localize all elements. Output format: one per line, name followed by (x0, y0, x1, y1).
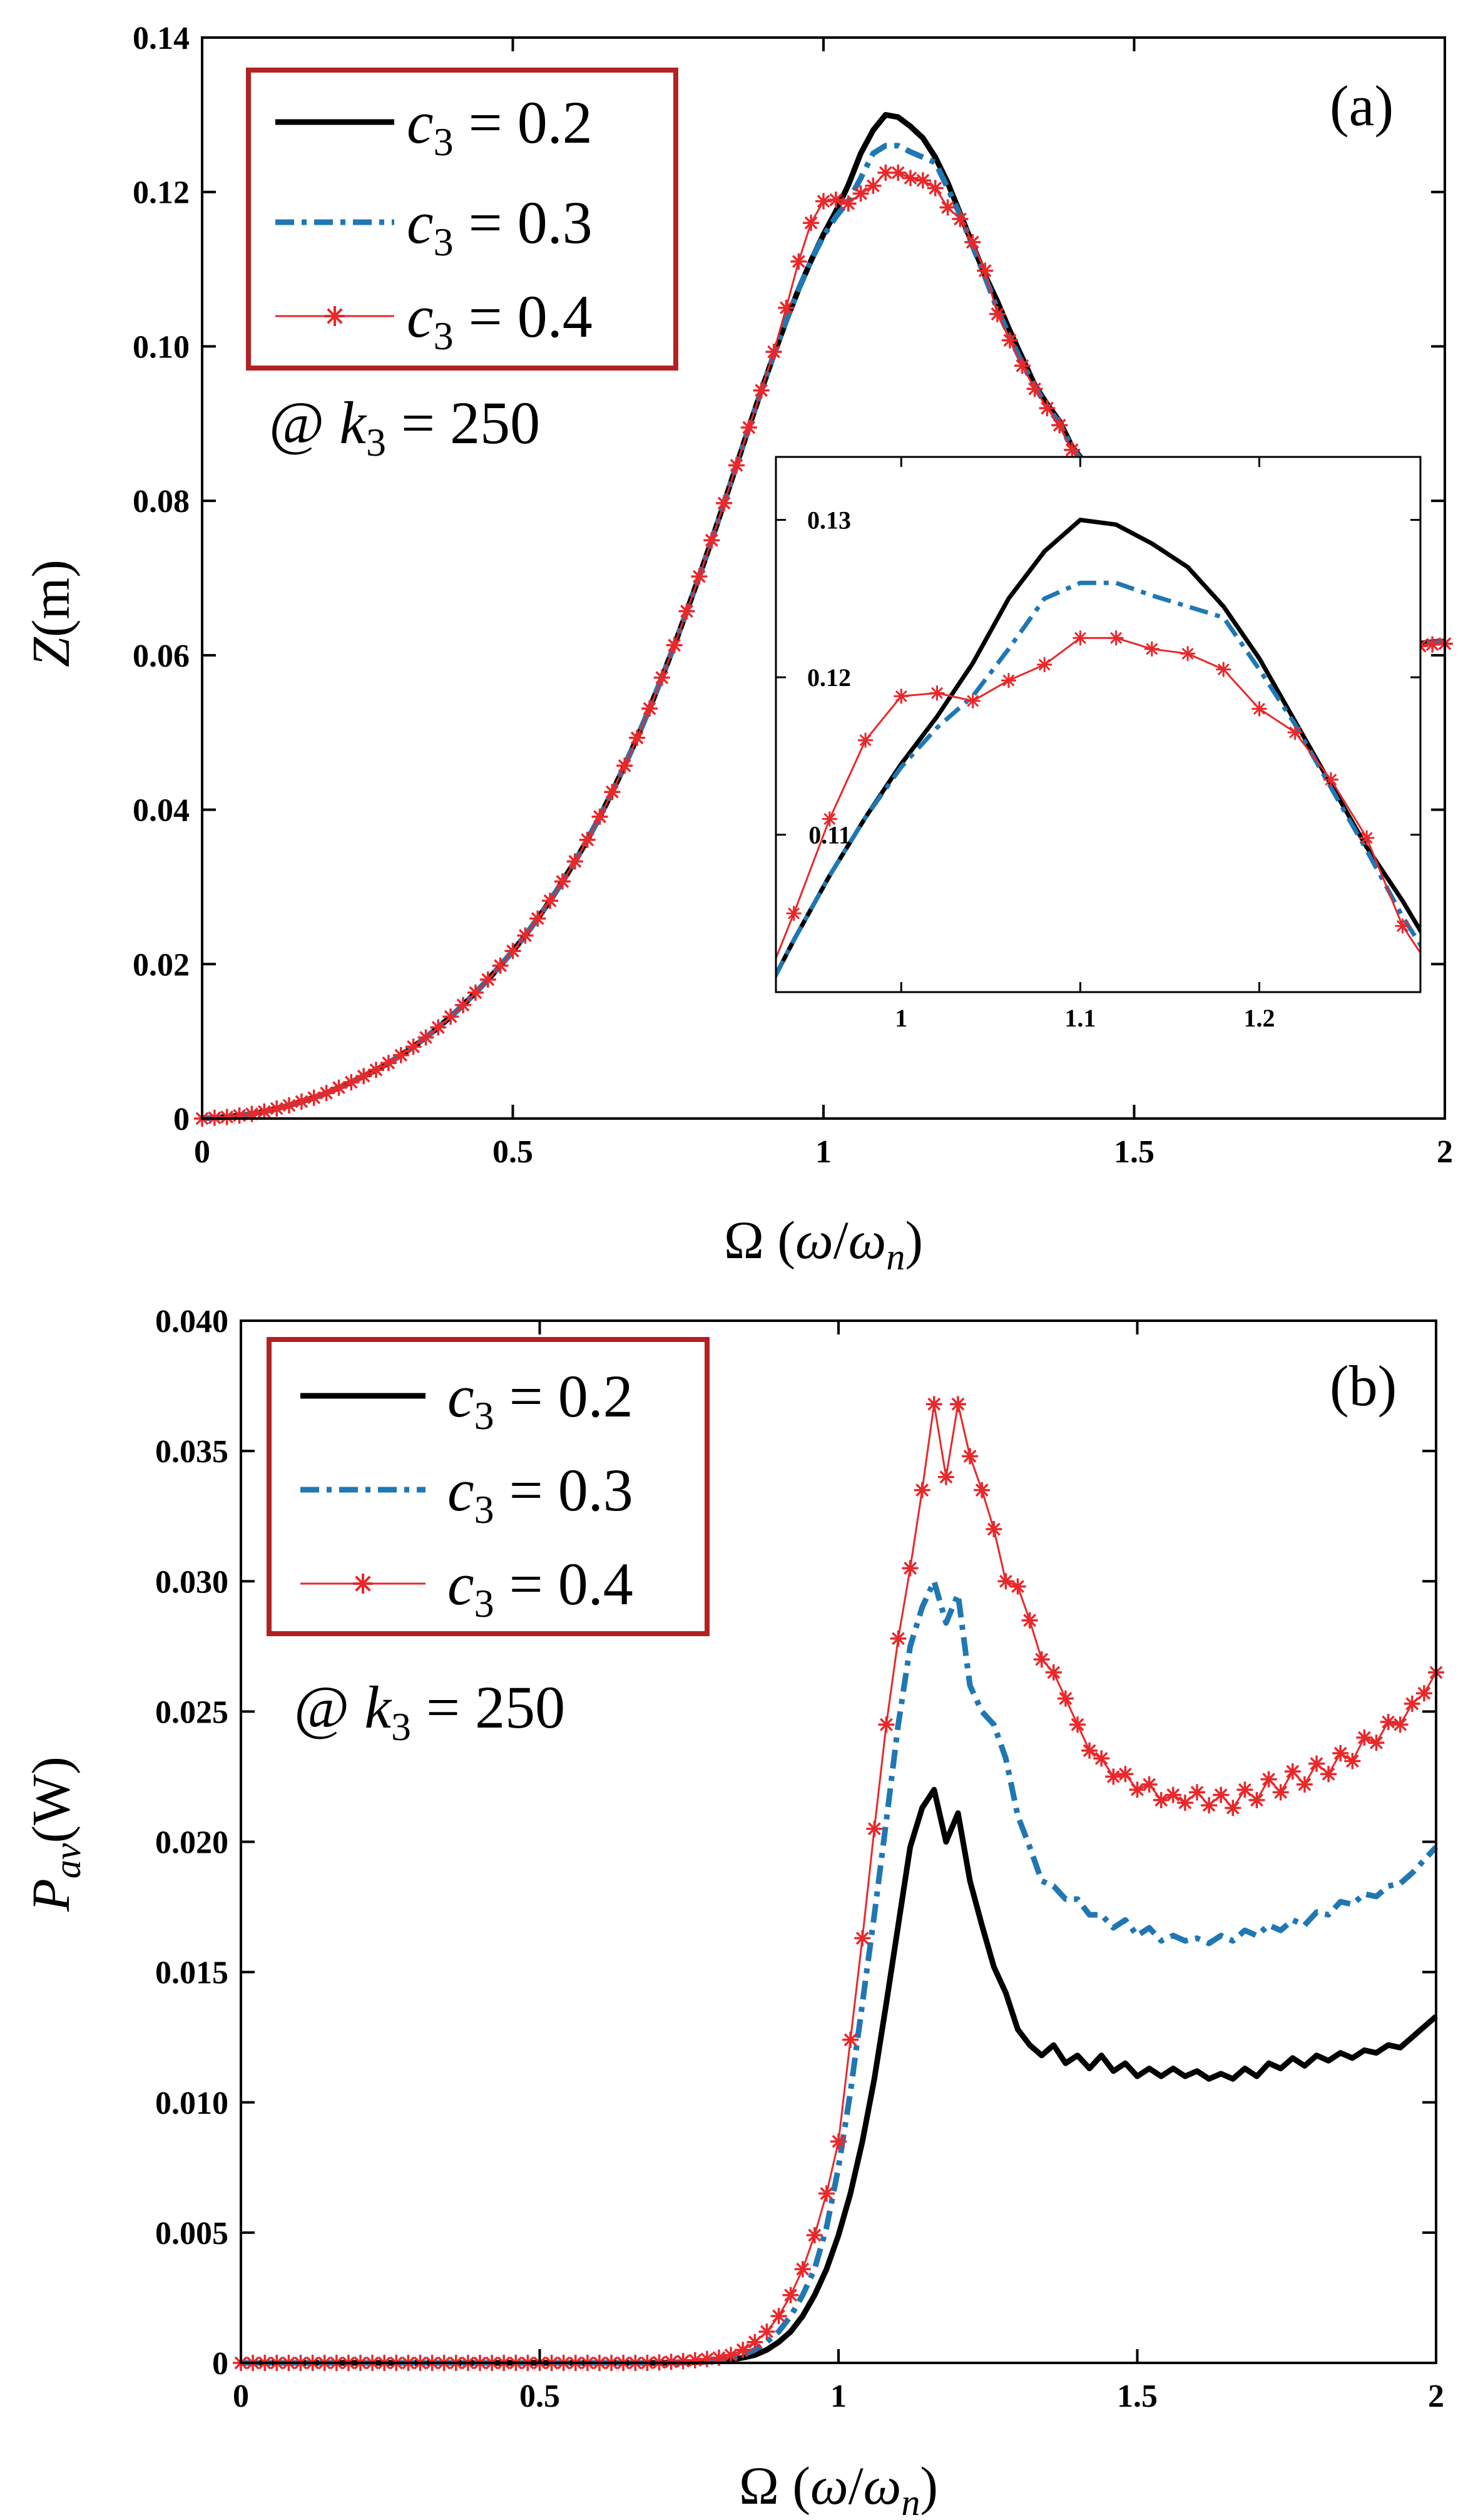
panel-a-ylabel: Z(m) (21, 560, 81, 667)
inset-xtick-label: 1 (895, 1004, 907, 1032)
legend-b-label-c02: c3 = 0.2 (447, 1363, 633, 1438)
panel-b-xtick-label: 1.5 (1117, 2379, 1158, 2414)
legend-b-label-c04: c3 = 0.4 (447, 1550, 633, 1626)
inset-xtick-label: 1.2 (1244, 1004, 1275, 1032)
panel-b-annotation: @ k3 = 250 (294, 1674, 565, 1749)
panel-b-xlabel: Ω (ω/ωn) (739, 2456, 938, 2520)
panel-a-legend: c3 = 0.2 c3 = 0.3 c3 = 0.4 (246, 68, 678, 371)
legend-a-star-marker (325, 306, 345, 326)
panel-a-xtick-label: 1.5 (1114, 1134, 1154, 1170)
inset-series-2-markers (786, 630, 1410, 934)
panel-b-legend-box (267, 1337, 710, 1636)
inset-xtick-label: 1.1 (1064, 1004, 1096, 1032)
inset-ytick-label: 0.13 (807, 506, 851, 535)
inset-ytick-label: 0.11 (808, 821, 851, 849)
panel-b-ytick-label: 0.025 (155, 1694, 228, 1730)
legend-b-label-c03: c3 = 0.3 (447, 1457, 633, 1532)
panel-b-xtick-label: 1 (830, 2379, 847, 2414)
panel-b-series-0-line (241, 1786, 1438, 2366)
panel-a-ytick-label: 0 (173, 1102, 190, 1137)
panel-a-xtick-label: 1 (815, 1134, 832, 1170)
panel-b-xtick-label: 0 (233, 2379, 249, 2414)
panel-a-chart: 0 0.5 1 1.5 2 0 0.02 0.04 0.06 0.08 0.10 0.12 0.14 (… (21, 21, 1453, 1278)
panel-a-ytick-label: 0.04 (133, 793, 190, 829)
panel-b-ytick-label: 0.035 (155, 1434, 228, 1470)
panel-a-ytick-label: 0.10 (133, 329, 190, 365)
legend-b-star-marker (353, 1574, 373, 1594)
panel-a-xtick-label: 0 (194, 1134, 210, 1170)
panel-b-ytick-label: 0.015 (155, 1955, 228, 1991)
panel-b-xtick-label: 0.5 (519, 2379, 560, 2414)
legend-a-label-c04: c3 = 0.4 (407, 283, 593, 358)
panel-a-label: (a) (1330, 74, 1394, 138)
panel-b-ytick-label: 0 (212, 2346, 228, 2382)
panel-a-ytick-label: 0.02 (133, 947, 190, 983)
inset-series-2-line (776, 637, 1420, 961)
panel-a-xlabel: Ω (ω/ωn) (724, 1210, 923, 1278)
panel-a-ytick-label: 0.14 (133, 21, 190, 56)
inset-ytick-label: 0.12 (807, 663, 851, 692)
panel-a-annotation: @ k3 = 250 (269, 389, 540, 464)
panel-b-ytick-label: 0.020 (155, 1825, 228, 1861)
panel-a-ytick-label: 0.08 (133, 484, 190, 520)
panel-b-chart: 0 0.5 1 1.5 2 0 0.005 0.010 0.015 0.020 0.025 0.030… (21, 1304, 1444, 2520)
panel-a-ytick-label: 0.12 (133, 175, 190, 211)
inset-frame (775, 456, 1422, 993)
panel-b-xtick-label: 2 (1428, 2379, 1444, 2414)
panel-a-xtick-label: 2 (1437, 1134, 1453, 1170)
panel-b-ylabel: Pav(W) (21, 1756, 88, 1912)
panel-a-ytick-label: 0.06 (133, 638, 190, 674)
panel-a-xtick-label: 0.5 (492, 1134, 533, 1170)
panel-b-label: (b) (1330, 1354, 1397, 1418)
panel-a-inset: 1 1.1 1.2 0.11 0.12 0.13 (775, 456, 1422, 1032)
inset-series-0-line (776, 518, 1420, 980)
inset-series-1-line (776, 580, 1420, 980)
panel-b-ytick-label: 0.040 (155, 1304, 228, 1339)
legend-a-label-c02: c3 = 0.2 (407, 89, 593, 164)
panel-b-ytick-label: 0.030 (155, 1564, 228, 1600)
panel-b-legend: c3 = 0.2 c3 = 0.3 c3 = 0.4 (267, 1337, 710, 1636)
panel-b-ytick-label: 0.005 (155, 2216, 228, 2251)
panel-b-ytick-label: 0.010 (155, 2086, 228, 2121)
legend-a-label-c03: c3 = 0.3 (407, 189, 593, 264)
